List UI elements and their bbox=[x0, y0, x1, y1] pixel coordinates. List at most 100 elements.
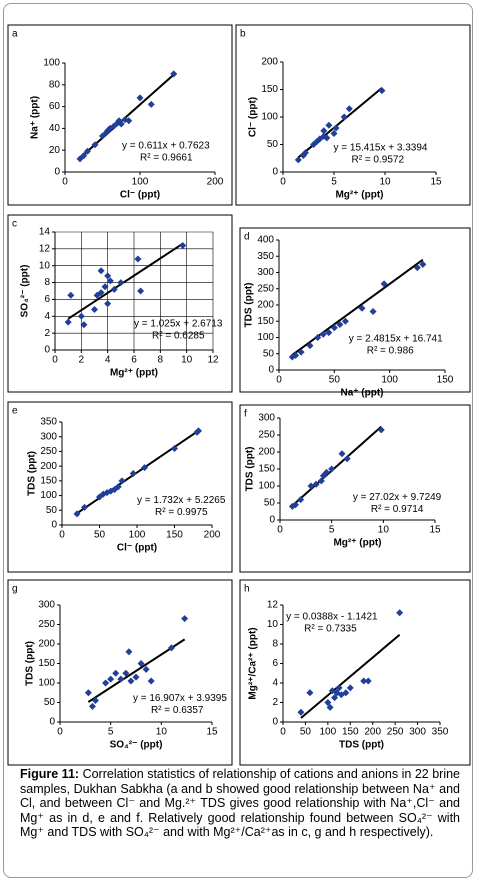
y-tick-label: 0 bbox=[272, 717, 278, 728]
x-tick-label: 0 bbox=[280, 177, 286, 188]
data-point bbox=[360, 677, 368, 685]
data-point bbox=[91, 141, 99, 149]
data-point bbox=[378, 87, 386, 95]
y-tick-label: 350 bbox=[40, 417, 57, 428]
panel-label: d bbox=[244, 232, 250, 243]
panel-box bbox=[239, 404, 471, 573]
x-tick-label: 12 bbox=[207, 355, 219, 366]
y-tick-label: 6 bbox=[44, 294, 50, 305]
data-point bbox=[137, 660, 145, 667]
y-tick-label: 40 bbox=[49, 123, 61, 134]
caption-text: Correlation statistics of relationship o… bbox=[20, 767, 461, 839]
data-point bbox=[332, 124, 340, 132]
fit-equation: y = 15.415x + 3.3394 bbox=[333, 142, 427, 153]
y-tick-label: 0 bbox=[54, 167, 60, 178]
data-point bbox=[325, 329, 333, 337]
y-tick-label: 50 bbox=[264, 498, 276, 509]
x-tick-label: 8 bbox=[158, 355, 164, 366]
x-axis-label: Mg²⁺ (ppt) bbox=[110, 368, 158, 379]
fit-equation: y = 27.02x + 9.7249 bbox=[353, 492, 442, 503]
data-point bbox=[331, 694, 339, 702]
data-point bbox=[102, 679, 110, 687]
data-point bbox=[330, 130, 338, 137]
data-point bbox=[129, 470, 137, 477]
data-point bbox=[297, 708, 305, 716]
x-tick-label: 200 bbox=[204, 530, 221, 541]
data-point bbox=[167, 644, 175, 652]
x-tick-label: 0 bbox=[276, 375, 282, 386]
x-tick-label: 0 bbox=[277, 525, 283, 536]
data-point bbox=[345, 105, 353, 113]
y-tick-label: 400 bbox=[257, 235, 274, 246]
data-point bbox=[97, 289, 105, 297]
y-axis-label: Cl⁻ (ppt) bbox=[248, 97, 259, 137]
x-tick-label: 0 bbox=[57, 727, 63, 738]
data-point bbox=[84, 147, 91, 155]
y-tick-label: 150 bbox=[40, 475, 57, 486]
data-point bbox=[73, 510, 81, 518]
y-tick-label: 0 bbox=[49, 717, 55, 728]
y-axis-label: TDS (ppt) bbox=[245, 447, 256, 492]
data-point bbox=[419, 260, 427, 268]
x-tick-label: 100 bbox=[129, 530, 146, 541]
data-point bbox=[127, 677, 135, 685]
data-point bbox=[137, 287, 145, 295]
data-point bbox=[84, 689, 92, 697]
y-tick-label: 0 bbox=[268, 365, 274, 376]
y-tick-label: 14 bbox=[39, 227, 51, 238]
data-point bbox=[323, 468, 330, 476]
data-point bbox=[76, 155, 84, 163]
x-tick-label: 200 bbox=[207, 177, 224, 188]
y-tick-label: 50 bbox=[46, 505, 58, 516]
data-point bbox=[67, 291, 75, 299]
y-tick-label: 80 bbox=[49, 79, 61, 90]
y-tick-label: 20 bbox=[49, 145, 61, 156]
data-point bbox=[112, 669, 120, 677]
data-point bbox=[171, 444, 178, 452]
data-point bbox=[181, 615, 189, 623]
y-tick-label: 6 bbox=[272, 658, 278, 669]
x-tick-label: 100 bbox=[320, 727, 337, 738]
r-squared: R² = 0.7335 bbox=[304, 623, 357, 634]
y-tick-label: 0 bbox=[269, 515, 275, 526]
x-tick-label: 15 bbox=[429, 525, 441, 536]
frame bbox=[3, 3, 473, 878]
r-squared: R² = 0.986 bbox=[367, 345, 414, 356]
y-tick-label: 300 bbox=[258, 413, 275, 424]
data-point bbox=[364, 677, 372, 685]
data-point bbox=[325, 121, 333, 129]
y-tick-label: 50 bbox=[267, 139, 279, 150]
y-axis-label: Mg²⁺/Ca²⁺ (ppt) bbox=[248, 627, 259, 699]
y-tick-label: 0 bbox=[272, 167, 278, 178]
caption-label: Figure 11: bbox=[20, 767, 80, 781]
data-point bbox=[97, 267, 105, 275]
data-point bbox=[106, 277, 114, 285]
y-tick-label: 350 bbox=[257, 251, 274, 262]
data-point bbox=[324, 699, 332, 706]
y-tick-label: 200 bbox=[258, 447, 275, 458]
x-tick-label: 10 bbox=[181, 355, 193, 366]
fit-equation: y = 1.732x + 5.2265 bbox=[137, 495, 226, 506]
x-tick-label: 10 bbox=[156, 727, 168, 738]
data-point bbox=[122, 669, 130, 677]
data-point bbox=[369, 308, 377, 315]
y-tick-label: 100 bbox=[40, 490, 57, 501]
x-tick-label: 10 bbox=[379, 177, 391, 188]
data-point bbox=[64, 318, 72, 326]
data-point bbox=[340, 113, 348, 121]
y-tick-label: 150 bbox=[261, 84, 278, 95]
data-point bbox=[125, 117, 133, 125]
panel-label: c bbox=[12, 219, 17, 230]
r-squared: R² = 0.6285 bbox=[152, 331, 205, 342]
x-tick-label: 15 bbox=[206, 727, 218, 738]
x-tick-label: 15 bbox=[430, 177, 442, 188]
data-point bbox=[297, 496, 305, 504]
x-tick-label: 50 bbox=[300, 727, 312, 738]
data-point bbox=[413, 264, 421, 272]
data-point bbox=[141, 464, 148, 472]
data-point bbox=[110, 122, 118, 130]
fit-equation: y = 0.0388x - 1.1421 bbox=[286, 611, 378, 622]
data-point bbox=[91, 306, 98, 314]
